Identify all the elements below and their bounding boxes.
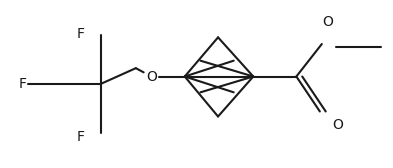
Text: O: O: [332, 118, 343, 132]
Text: O: O: [322, 15, 333, 29]
Text: F: F: [77, 130, 85, 144]
Text: O: O: [146, 70, 157, 83]
Text: F: F: [18, 77, 26, 91]
Text: F: F: [77, 27, 85, 41]
